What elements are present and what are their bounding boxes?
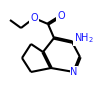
Text: O: O <box>30 13 38 23</box>
Text: NH$_2$: NH$_2$ <box>74 31 94 45</box>
Text: N: N <box>70 67 78 77</box>
Text: O: O <box>57 11 65 21</box>
